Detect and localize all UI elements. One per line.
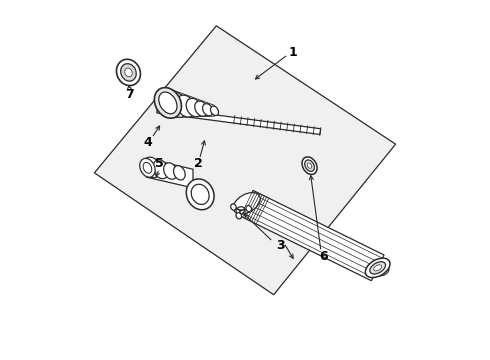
Ellipse shape: [143, 157, 160, 178]
Text: 1: 1: [289, 46, 298, 59]
Ellipse shape: [164, 163, 177, 179]
Ellipse shape: [154, 87, 181, 118]
Ellipse shape: [143, 162, 152, 173]
Ellipse shape: [211, 106, 219, 116]
Ellipse shape: [377, 266, 389, 276]
Ellipse shape: [159, 92, 177, 114]
Text: 2: 2: [194, 157, 203, 170]
Text: 7: 7: [125, 88, 134, 101]
Ellipse shape: [233, 193, 260, 214]
Text: 6: 6: [319, 249, 328, 262]
Polygon shape: [157, 107, 320, 134]
Ellipse shape: [246, 206, 251, 212]
Text: 5: 5: [154, 157, 163, 170]
Ellipse shape: [305, 160, 315, 171]
Ellipse shape: [195, 101, 208, 116]
Ellipse shape: [370, 262, 386, 274]
Ellipse shape: [153, 160, 169, 179]
Ellipse shape: [366, 258, 390, 278]
Text: 4: 4: [143, 136, 152, 149]
Polygon shape: [241, 190, 384, 281]
Ellipse shape: [374, 265, 382, 271]
Ellipse shape: [166, 92, 188, 117]
Ellipse shape: [117, 59, 141, 86]
Polygon shape: [95, 26, 395, 295]
Ellipse shape: [202, 104, 213, 116]
Ellipse shape: [186, 179, 214, 210]
Ellipse shape: [231, 204, 236, 210]
Ellipse shape: [121, 64, 136, 81]
Ellipse shape: [186, 98, 202, 117]
Ellipse shape: [236, 213, 242, 219]
Ellipse shape: [191, 184, 209, 204]
Ellipse shape: [236, 207, 245, 214]
Text: 3: 3: [276, 239, 285, 252]
Ellipse shape: [307, 163, 312, 168]
Ellipse shape: [302, 157, 317, 174]
Ellipse shape: [124, 68, 132, 77]
Ellipse shape: [140, 158, 155, 177]
Polygon shape: [147, 158, 193, 188]
Ellipse shape: [173, 166, 185, 180]
Ellipse shape: [176, 95, 196, 117]
